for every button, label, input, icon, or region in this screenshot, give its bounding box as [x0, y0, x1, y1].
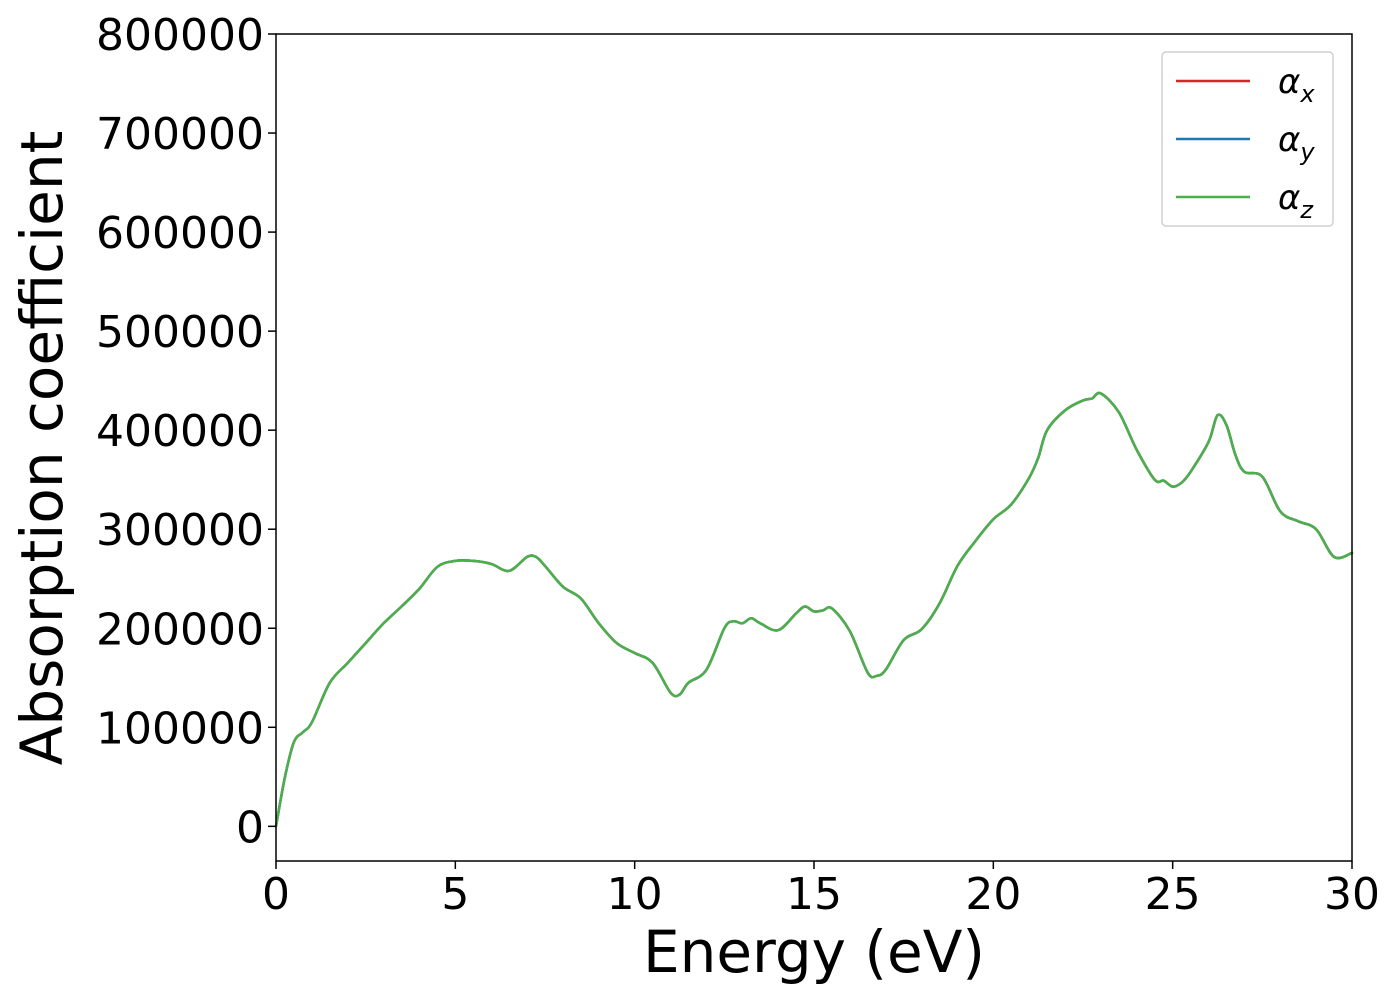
series-line-alpha-z — [274, 391, 1354, 828]
y-tick-label: 200000 — [96, 604, 264, 655]
x-tick-label: 25 — [1145, 869, 1201, 920]
legend-label-alpha-x: αx — [1278, 62, 1315, 108]
legend: αx αy αz — [1161, 51, 1334, 227]
y-tick-label: 400000 — [96, 406, 264, 457]
y-tick-label: 600000 — [96, 208, 264, 259]
legend-label-alpha-z: αz — [1278, 178, 1314, 224]
legend-label-alpha-y: αy — [1278, 120, 1315, 166]
x-axis-title: Energy (eV) — [643, 918, 985, 986]
y-axis-title: Absorption coefficient — [8, 131, 76, 766]
y-tick-label: 500000 — [96, 307, 264, 358]
x-tick-label: 30 — [1324, 869, 1380, 920]
y-tick-label: 100000 — [96, 703, 264, 754]
x-tick-label: 20 — [965, 869, 1021, 920]
x-tick-label: 10 — [607, 869, 663, 920]
y-tick-label: 700000 — [96, 109, 264, 160]
y-tick-label: 300000 — [96, 505, 264, 556]
y-tick-label: 800000 — [96, 10, 264, 61]
series-layer — [274, 391, 1354, 828]
y-axis: 0 100000 200000 300000 400000 500000 600000 700… — [96, 10, 276, 853]
x-tick-label: 0 — [262, 869, 290, 920]
x-axis: 0 5 10 15 20 25 30 — [262, 861, 1380, 920]
y-tick-label: 0 — [236, 802, 264, 853]
legend-entries: αx αy αz — [1176, 62, 1315, 224]
x-tick-label: 5 — [441, 869, 469, 920]
x-tick-label: 15 — [786, 869, 842, 920]
